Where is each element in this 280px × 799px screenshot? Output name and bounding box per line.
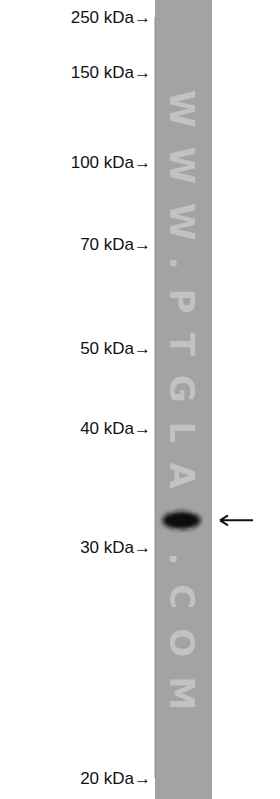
- tick-label: 150 kDa→: [71, 63, 151, 82]
- tick: 70 kDa→: [80, 235, 155, 254]
- tick: 20 kDa→: [80, 769, 155, 788]
- tick: 100 kDa→: [71, 153, 155, 172]
- watermark: WWW.PTGLAB.COM: [162, 90, 202, 710]
- tick-label: 70 kDa→: [80, 235, 151, 254]
- band: [162, 511, 200, 529]
- tick: 30 kDa→: [80, 538, 155, 557]
- tick-label: 100 kDa→: [71, 153, 151, 172]
- tick: 250 kDa→: [71, 8, 155, 27]
- y-axis: 250 kDa→ 150 kDa→ 100 kDa→ 70 kDa→ 50 kDa→ 40…: [71, 8, 155, 788]
- band-arrow: [220, 515, 253, 525]
- tick-label: 20 kDa→: [80, 769, 151, 788]
- tick-label: 30 kDa→: [80, 538, 151, 557]
- tick: 50 kDa→: [80, 339, 155, 358]
- tick: 150 kDa→: [71, 63, 155, 82]
- axis-line: [155, 17, 156, 778]
- bands: [162, 511, 200, 529]
- lane: [155, 0, 212, 799]
- blot-figure: 250 kDa→ 150 kDa→ 100 kDa→ 70 kDa→ 50 kDa→ 40…: [0, 0, 280, 799]
- tick-label: 50 kDa→: [80, 339, 151, 358]
- tick: 40 kDa→: [80, 419, 155, 438]
- tick-label: 250 kDa→: [71, 8, 151, 27]
- tick-label: 40 kDa→: [80, 419, 151, 438]
